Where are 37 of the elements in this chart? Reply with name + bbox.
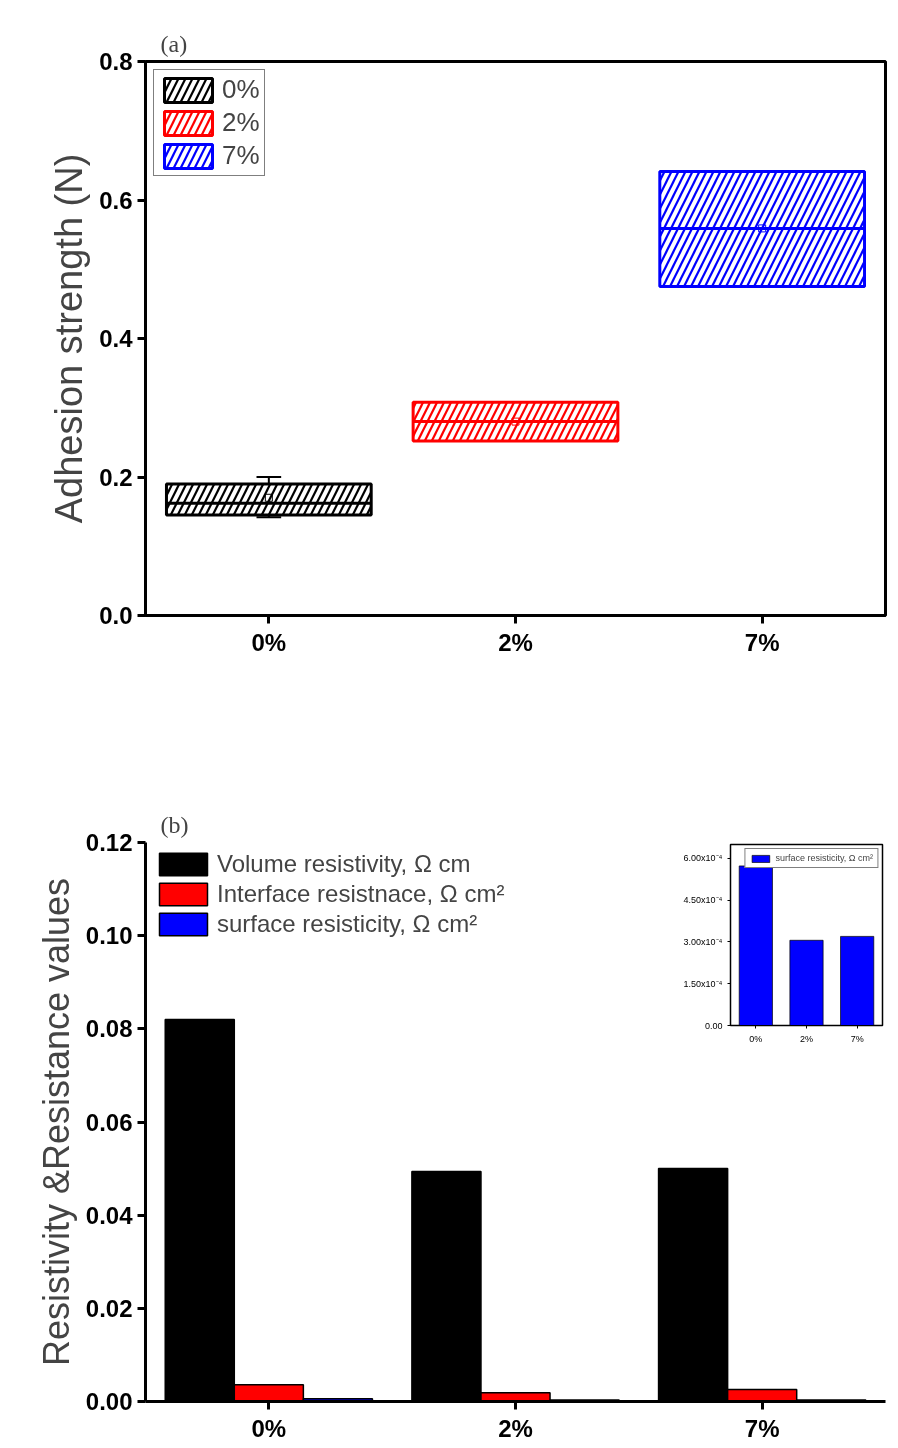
x-tick-label: 0% bbox=[251, 1414, 287, 1442]
y-tick-label: 0.06 bbox=[85, 1108, 133, 1136]
y-tick-label: 0.08 bbox=[85, 1015, 133, 1043]
legend-label: surface resisticity, Ω cm² bbox=[775, 853, 873, 863]
y-tick-label: 0.4 bbox=[99, 325, 134, 352]
y-tick-label: 0.10 bbox=[85, 922, 133, 950]
y-tick-label: 3.00x10⁻⁴ bbox=[683, 936, 723, 947]
y-tick-label: 4.50x10⁻⁴ bbox=[683, 895, 723, 906]
y-tick-label: 0.00 bbox=[85, 1388, 133, 1415]
x-tick-label: 2% bbox=[498, 628, 533, 656]
y-tick-label: 0.8 bbox=[99, 48, 133, 75]
x-tick-label: 0% bbox=[251, 628, 287, 656]
y-tick-label: 6.00x10⁻⁴ bbox=[683, 853, 723, 864]
legend-label: surface resisticity, Ω cm² bbox=[217, 910, 478, 938]
legend-label: 7% bbox=[222, 140, 260, 171]
chart-title: (a) bbox=[160, 30, 188, 57]
y-tick-label: 0.12 bbox=[85, 829, 133, 856]
y-tick-label: 0.00 bbox=[704, 1020, 723, 1031]
x-tick-label: 7% bbox=[744, 628, 780, 656]
x-tick-label: 2% bbox=[498, 1414, 533, 1442]
legend-label: 0% bbox=[222, 74, 260, 105]
x-tick-label: 7% bbox=[744, 1414, 780, 1442]
x-tick-label: 2% bbox=[800, 1033, 814, 1044]
y-tick-label: 0.6 bbox=[99, 186, 133, 214]
x-tick-label: 0% bbox=[749, 1033, 763, 1044]
y-tick-label: 0.2 bbox=[99, 463, 133, 491]
y-axis-title: Resistivity &Resistance values bbox=[35, 877, 77, 1367]
y-tick-label: 0.0 bbox=[99, 602, 133, 629]
legend-label: Volume resistivity, Ω cm bbox=[217, 850, 471, 878]
x-tick-label: 7% bbox=[850, 1033, 864, 1044]
legend-label: 2% bbox=[222, 107, 260, 138]
y-axis-title: Adhesion strength (N) bbox=[48, 153, 91, 524]
chart-title: (b) bbox=[160, 811, 189, 838]
y-tick-label: 0.04 bbox=[85, 1201, 134, 1229]
legend-label: Interface resistnace, Ω cm² bbox=[217, 880, 505, 908]
y-tick-label: 0.02 bbox=[85, 1294, 133, 1322]
y-tick-label: 1.50x10⁻⁴ bbox=[683, 978, 723, 989]
